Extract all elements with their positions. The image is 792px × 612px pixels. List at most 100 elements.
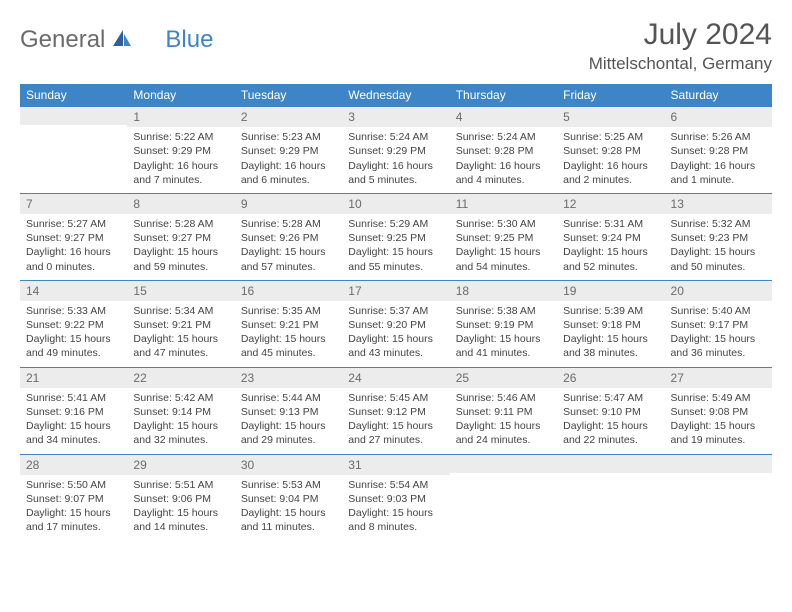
- sunrise-text: Sunrise: 5:53 AM: [241, 478, 336, 492]
- sunrise-text: Sunrise: 5:31 AM: [563, 217, 658, 231]
- day-content: Sunrise: 5:34 AMSunset: 9:21 PMDaylight:…: [127, 301, 234, 367]
- sunrise-text: Sunrise: 5:29 AM: [348, 217, 443, 231]
- sunrise-text: Sunrise: 5:34 AM: [133, 304, 228, 318]
- sunrise-text: Sunrise: 5:51 AM: [133, 478, 228, 492]
- daylight-text: Daylight: 15 hours and 14 minutes.: [133, 506, 228, 534]
- calendar-day-cell: 3Sunrise: 5:24 AMSunset: 9:29 PMDaylight…: [342, 106, 449, 193]
- daylight-text: Daylight: 16 hours and 7 minutes.: [133, 159, 228, 187]
- sunrise-text: Sunrise: 5:54 AM: [348, 478, 443, 492]
- sunset-text: Sunset: 9:14 PM: [133, 405, 228, 419]
- day-content: Sunrise: 5:49 AMSunset: 9:08 PMDaylight:…: [665, 388, 772, 454]
- sunset-text: Sunset: 9:03 PM: [348, 492, 443, 506]
- sunset-text: Sunset: 9:28 PM: [456, 144, 551, 158]
- calendar-week-row: 14Sunrise: 5:33 AMSunset: 9:22 PMDayligh…: [20, 280, 772, 367]
- calendar-day-cell: 17Sunrise: 5:37 AMSunset: 9:20 PMDayligh…: [342, 280, 449, 367]
- daylight-text: Daylight: 16 hours and 6 minutes.: [241, 159, 336, 187]
- sunset-text: Sunset: 9:17 PM: [671, 318, 766, 332]
- day-content: Sunrise: 5:46 AMSunset: 9:11 PMDaylight:…: [450, 388, 557, 454]
- sunrise-text: Sunrise: 5:35 AM: [241, 304, 336, 318]
- daylight-text: Daylight: 16 hours and 1 minute.: [671, 159, 766, 187]
- sunrise-text: Sunrise: 5:23 AM: [241, 130, 336, 144]
- weekday-header: Wednesday: [342, 84, 449, 106]
- daylight-text: Daylight: 15 hours and 8 minutes.: [348, 506, 443, 534]
- sunrise-text: Sunrise: 5:49 AM: [671, 391, 766, 405]
- calendar-day-cell: 22Sunrise: 5:42 AMSunset: 9:14 PMDayligh…: [127, 367, 234, 454]
- sunrise-text: Sunrise: 5:25 AM: [563, 130, 658, 144]
- day-number: 16: [235, 280, 342, 301]
- sunset-text: Sunset: 9:21 PM: [241, 318, 336, 332]
- calendar-day-cell: [557, 454, 664, 541]
- calendar-week-row: 7Sunrise: 5:27 AMSunset: 9:27 PMDaylight…: [20, 193, 772, 280]
- sunset-text: Sunset: 9:18 PM: [563, 318, 658, 332]
- day-number: 28: [20, 454, 127, 475]
- daylight-text: Daylight: 15 hours and 55 minutes.: [348, 245, 443, 273]
- day-number: 22: [127, 367, 234, 388]
- calendar-day-cell: 1Sunrise: 5:22 AMSunset: 9:29 PMDaylight…: [127, 106, 234, 193]
- day-content: Sunrise: 5:51 AMSunset: 9:06 PMDaylight:…: [127, 475, 234, 541]
- day-content: Sunrise: 5:41 AMSunset: 9:16 PMDaylight:…: [20, 388, 127, 454]
- day-content: Sunrise: 5:39 AMSunset: 9:18 PMDaylight:…: [557, 301, 664, 367]
- daylight-text: Daylight: 15 hours and 59 minutes.: [133, 245, 228, 273]
- sunset-text: Sunset: 9:29 PM: [348, 144, 443, 158]
- day-number: 7: [20, 193, 127, 214]
- calendar-day-cell: 12Sunrise: 5:31 AMSunset: 9:24 PMDayligh…: [557, 193, 664, 280]
- day-number: 8: [127, 193, 234, 214]
- weekday-header-row: Sunday Monday Tuesday Wednesday Thursday…: [20, 84, 772, 106]
- sunset-text: Sunset: 9:28 PM: [563, 144, 658, 158]
- sunset-text: Sunset: 9:22 PM: [26, 318, 121, 332]
- weekday-header: Sunday: [20, 84, 127, 106]
- day-number: 23: [235, 367, 342, 388]
- day-number: 3: [342, 106, 449, 127]
- daylight-text: Daylight: 15 hours and 45 minutes.: [241, 332, 336, 360]
- calendar-week-row: 21Sunrise: 5:41 AMSunset: 9:16 PMDayligh…: [20, 367, 772, 454]
- sunset-text: Sunset: 9:29 PM: [241, 144, 336, 158]
- day-content: Sunrise: 5:28 AMSunset: 9:26 PMDaylight:…: [235, 214, 342, 280]
- calendar-day-cell: 5Sunrise: 5:25 AMSunset: 9:28 PMDaylight…: [557, 106, 664, 193]
- day-content: Sunrise: 5:26 AMSunset: 9:28 PMDaylight:…: [665, 127, 772, 193]
- day-number: 4: [450, 106, 557, 127]
- location: Mittelschontal, Germany: [589, 54, 772, 74]
- sunset-text: Sunset: 9:16 PM: [26, 405, 121, 419]
- calendar-day-cell: 6Sunrise: 5:26 AMSunset: 9:28 PMDaylight…: [665, 106, 772, 193]
- sunrise-text: Sunrise: 5:46 AM: [456, 391, 551, 405]
- sunrise-text: Sunrise: 5:22 AM: [133, 130, 228, 144]
- day-content: Sunrise: 5:25 AMSunset: 9:28 PMDaylight:…: [557, 127, 664, 193]
- title-block: July 2024 Mittelschontal, Germany: [589, 18, 772, 74]
- daylight-text: Daylight: 16 hours and 2 minutes.: [563, 159, 658, 187]
- day-content: Sunrise: 5:40 AMSunset: 9:17 PMDaylight:…: [665, 301, 772, 367]
- daylight-text: Daylight: 15 hours and 47 minutes.: [133, 332, 228, 360]
- day-number: 31: [342, 454, 449, 475]
- sunset-text: Sunset: 9:26 PM: [241, 231, 336, 245]
- calendar-day-cell: 9Sunrise: 5:28 AMSunset: 9:26 PMDaylight…: [235, 193, 342, 280]
- day-content: Sunrise: 5:37 AMSunset: 9:20 PMDaylight:…: [342, 301, 449, 367]
- sunset-text: Sunset: 9:04 PM: [241, 492, 336, 506]
- sunset-text: Sunset: 9:28 PM: [671, 144, 766, 158]
- weekday-header: Tuesday: [235, 84, 342, 106]
- sunset-text: Sunset: 9:11 PM: [456, 405, 551, 419]
- sunset-text: Sunset: 9:21 PM: [133, 318, 228, 332]
- day-number: 2: [235, 106, 342, 127]
- sunrise-text: Sunrise: 5:32 AM: [671, 217, 766, 231]
- daylight-text: Daylight: 15 hours and 19 minutes.: [671, 419, 766, 447]
- day-content: Sunrise: 5:22 AMSunset: 9:29 PMDaylight:…: [127, 127, 234, 193]
- daylight-text: Daylight: 15 hours and 34 minutes.: [26, 419, 121, 447]
- daylight-text: Daylight: 15 hours and 52 minutes.: [563, 245, 658, 273]
- sunrise-text: Sunrise: 5:41 AM: [26, 391, 121, 405]
- day-content: Sunrise: 5:44 AMSunset: 9:13 PMDaylight:…: [235, 388, 342, 454]
- day-content: Sunrise: 5:42 AMSunset: 9:14 PMDaylight:…: [127, 388, 234, 454]
- sunrise-text: Sunrise: 5:27 AM: [26, 217, 121, 231]
- sunset-text: Sunset: 9:27 PM: [26, 231, 121, 245]
- sunset-text: Sunset: 9:27 PM: [133, 231, 228, 245]
- day-number: 6: [665, 106, 772, 127]
- sunset-text: Sunset: 9:19 PM: [456, 318, 551, 332]
- page-header: General Blue July 2024 Mittelschontal, G…: [20, 18, 772, 74]
- daylight-text: Daylight: 15 hours and 43 minutes.: [348, 332, 443, 360]
- daylight-text: Daylight: 15 hours and 22 minutes.: [563, 419, 658, 447]
- sunset-text: Sunset: 9:29 PM: [133, 144, 228, 158]
- sunrise-text: Sunrise: 5:44 AM: [241, 391, 336, 405]
- day-number: 29: [127, 454, 234, 475]
- sunset-text: Sunset: 9:10 PM: [563, 405, 658, 419]
- calendar-day-cell: 27Sunrise: 5:49 AMSunset: 9:08 PMDayligh…: [665, 367, 772, 454]
- daylight-text: Daylight: 16 hours and 5 minutes.: [348, 159, 443, 187]
- calendar-day-cell: [665, 454, 772, 541]
